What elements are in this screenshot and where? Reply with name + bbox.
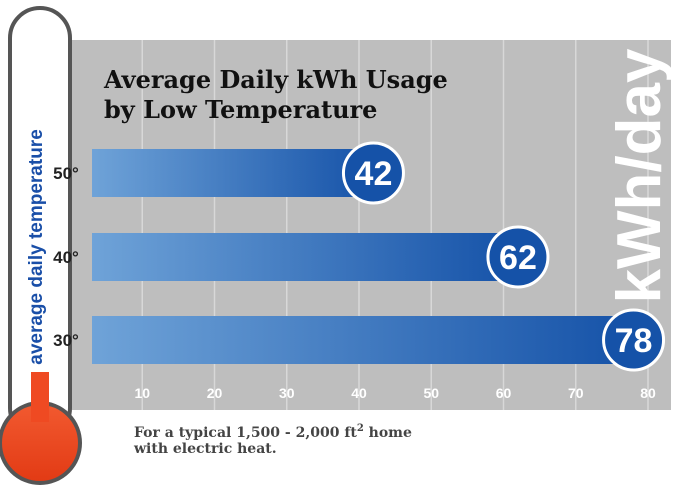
- bar-30: [92, 316, 634, 364]
- chart-title-line-2: by Low Temperature: [104, 95, 377, 124]
- x-tick-label-30: 30: [279, 385, 295, 401]
- value-label-62: 62: [499, 239, 537, 277]
- bar-group: 50° 42 40° 62 30° 78: [53, 141, 666, 372]
- y-axis-label: average daily temperature: [26, 129, 47, 365]
- category-label-40: 40°: [53, 248, 79, 267]
- category-label-50: 50°: [53, 164, 79, 183]
- x-tick-label-40: 40: [351, 385, 367, 401]
- chart-title-line-1: Average Daily kWh Usage: [103, 65, 448, 94]
- x-axis-ticks: 10 20 30 40 50 60 70 80: [134, 385, 656, 401]
- thermometer: average daily temperature: [0, 6, 82, 485]
- footnote-line-2: with electric heat.: [133, 441, 277, 457]
- category-label-30: 30°: [53, 331, 79, 350]
- value-label-78: 78: [615, 322, 653, 360]
- value-badge-42: [341, 141, 405, 205]
- x-tick-label-10: 10: [134, 385, 150, 401]
- bar-40: [92, 233, 518, 281]
- unit-label: kWh/day: [605, 48, 674, 303]
- bar-50: [92, 149, 374, 197]
- x-tick-label-80: 80: [640, 385, 656, 401]
- value-badge-62: [486, 225, 550, 289]
- x-tick-label-50: 50: [423, 385, 439, 401]
- x-tick-label-20: 20: [207, 385, 223, 401]
- value-label-42: 42: [355, 155, 393, 193]
- footnote-line-1: For a typical 1,500 - 2,000 ft2 home: [134, 423, 412, 441]
- x-tick-label-70: 70: [568, 385, 584, 401]
- footnote-text-start: For a typical 1,500 - 2,000 ft: [134, 425, 357, 441]
- footnote-superscript: 2: [357, 423, 364, 434]
- value-badge-78: [602, 308, 666, 372]
- x-tick-label-60: 60: [496, 385, 512, 401]
- footnote-text-end: home: [364, 425, 412, 441]
